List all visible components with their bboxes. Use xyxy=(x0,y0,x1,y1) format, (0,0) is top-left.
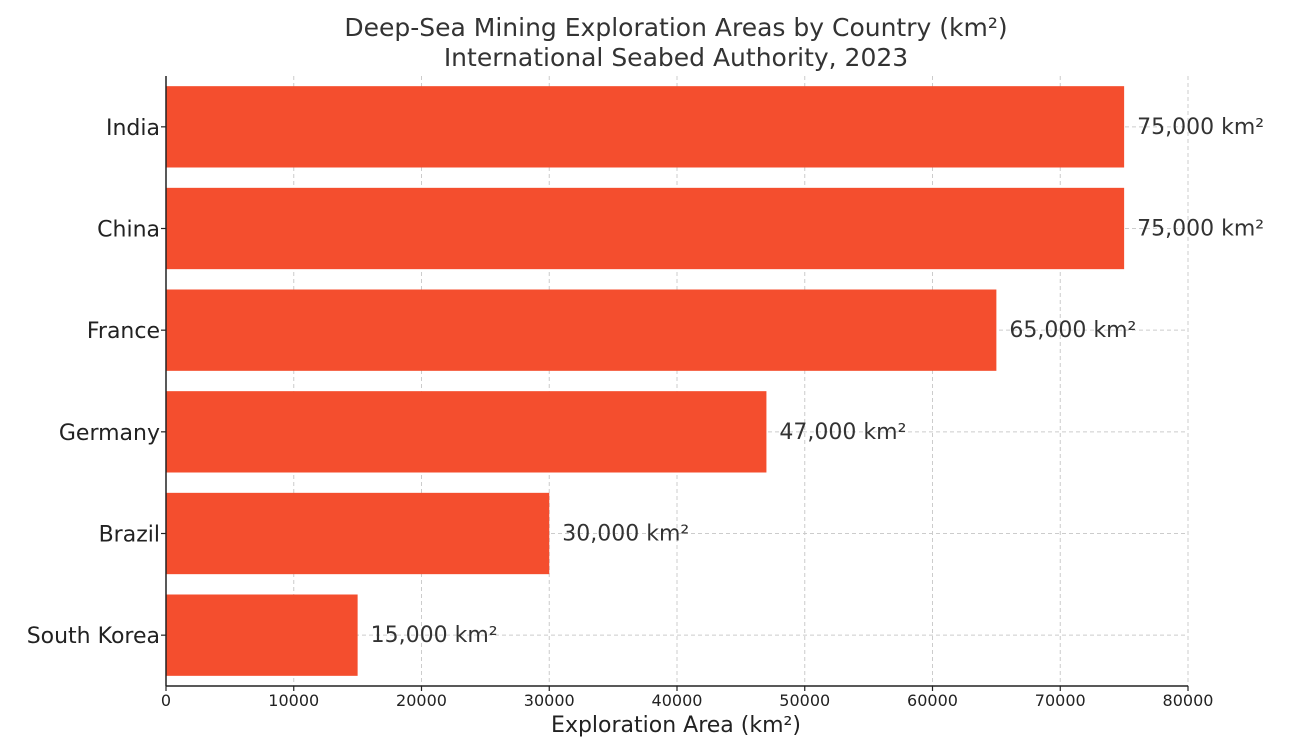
chart-title: Deep-Sea Mining Exploration Areas by Cou… xyxy=(344,13,1007,42)
y-tick-label: India xyxy=(106,116,160,141)
x-tick-label: 0 xyxy=(161,691,171,710)
data-label: 75,000 km² xyxy=(1137,115,1264,140)
x-tick-label: 50000 xyxy=(779,691,830,710)
y-tick-label: France xyxy=(87,319,160,344)
x-tick-label: 40000 xyxy=(652,691,703,710)
y-tick-label: Brazil xyxy=(99,523,160,548)
data-label: 15,000 km² xyxy=(371,623,498,648)
data-label: 47,000 km² xyxy=(779,420,906,445)
y-tick-label: China xyxy=(97,218,160,243)
bar-south-korea xyxy=(166,594,358,676)
data-label: 30,000 km² xyxy=(562,522,689,547)
bar-brazil xyxy=(166,492,550,575)
data-labels: 75,000 km² 75,000 km² 65,000 km² 47,000 km²… xyxy=(371,115,1264,648)
y-tick-label: Germany xyxy=(59,421,160,446)
bar-france xyxy=(166,289,997,371)
x-axis-label: Exploration Area (km²) xyxy=(551,713,801,738)
axes: 0 10000 20000 30000 40000 50000 60000 70000 8000… xyxy=(27,76,1214,710)
x-tick-label: 30000 xyxy=(524,691,575,710)
x-tick-label: 80000 xyxy=(1163,691,1214,710)
x-tick-label: 60000 xyxy=(907,691,958,710)
data-label: 75,000 km² xyxy=(1137,217,1264,242)
bar-china xyxy=(166,187,1125,270)
bars xyxy=(166,86,1125,676)
x-tick-label: 20000 xyxy=(396,691,447,710)
bar-india xyxy=(166,86,1125,168)
chart-subtitle: International Seabed Authority, 2023 xyxy=(444,43,908,72)
y-tick-label: South Korea xyxy=(27,624,160,649)
bar-germany xyxy=(166,391,767,473)
x-tick-label: 70000 xyxy=(1035,691,1086,710)
x-tick-label: 10000 xyxy=(268,691,319,710)
data-label: 65,000 km² xyxy=(1009,318,1136,343)
